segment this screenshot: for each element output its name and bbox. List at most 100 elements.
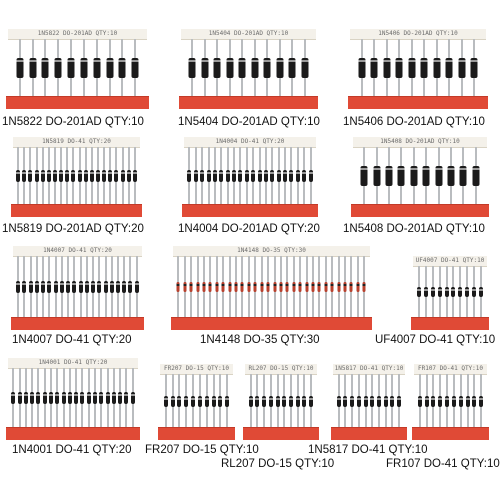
diode: [255, 374, 260, 428]
cathode-band: [433, 60, 441, 62]
cathode-band: [212, 172, 217, 174]
diode: [295, 147, 300, 205]
cathode-band: [67, 394, 72, 396]
diode-body: [211, 396, 216, 407]
diode: [52, 147, 57, 205]
diode-body: [445, 58, 453, 78]
cathode-band: [285, 284, 289, 286]
cathode-band: [201, 60, 209, 62]
diode: [72, 256, 77, 318]
cathode-band: [42, 394, 47, 396]
cathode-band: [111, 394, 116, 396]
diode-body: [244, 170, 249, 182]
diode: [212, 147, 217, 205]
cathode-band: [211, 398, 216, 400]
cathode-band: [191, 398, 196, 400]
diode-body: [187, 170, 192, 182]
diode-body: [255, 396, 260, 407]
diode-body: [311, 282, 315, 292]
cathode-band: [61, 394, 66, 396]
cathode-band: [373, 168, 381, 170]
cathode-band: [48, 394, 53, 396]
diode-body: [305, 282, 309, 292]
item-label: 1N4007 DO-41 QTY:20: [12, 334, 132, 346]
cathode-band: [218, 398, 223, 400]
cathode-band: [423, 289, 428, 291]
cathode-band: [131, 60, 139, 62]
diode: [377, 374, 382, 428]
diode-body: [176, 282, 180, 292]
diode: [200, 147, 205, 205]
cathode-band: [93, 60, 101, 62]
cathode-band: [445, 60, 453, 62]
diode: [247, 256, 251, 318]
diode-body: [52, 170, 57, 182]
diode-body: [358, 58, 366, 78]
diode-body: [120, 170, 125, 182]
tape-label: FR107 DO-41 QTY:10: [414, 364, 487, 375]
diode-body: [362, 282, 366, 292]
cathode-band: [65, 172, 70, 174]
diode-body: [93, 58, 101, 78]
diode-body: [191, 396, 196, 407]
cathode-band: [282, 398, 287, 400]
diode-body: [336, 396, 341, 407]
diode-body: [276, 170, 281, 182]
diode: [134, 256, 139, 318]
diode: [240, 256, 244, 318]
diode: [417, 374, 422, 428]
cathode-band: [83, 172, 88, 174]
diode: [103, 256, 108, 318]
diode: [349, 256, 353, 318]
diode-body: [225, 396, 230, 407]
diode-body: [74, 392, 79, 404]
diode: [71, 147, 76, 205]
diode-body: [377, 396, 382, 407]
diode-body: [61, 392, 66, 404]
cathode-band: [465, 398, 470, 400]
diode: [232, 147, 236, 205]
cathode-band: [370, 398, 375, 400]
diode-body: [232, 170, 236, 182]
diode: [350, 374, 355, 428]
diode-body: [108, 170, 113, 182]
diode-body: [248, 396, 253, 407]
diode-body: [97, 281, 102, 293]
diode-body: [42, 392, 47, 404]
diode-body: [422, 166, 430, 186]
cathode-band: [118, 394, 123, 396]
diode-body: [111, 392, 116, 404]
tape-label: 1N4007 DO-41 QTY:20: [13, 246, 142, 257]
diode-body: [84, 281, 89, 293]
diode-strip-1n5817: 1N5817 DO-41 QTY:10: [331, 364, 407, 440]
diode-body: [370, 396, 375, 407]
diode: [80, 39, 88, 97]
diode: [55, 368, 60, 428]
diode: [283, 147, 287, 205]
cathode-band: [47, 283, 52, 285]
diode-body: [266, 282, 270, 292]
diode: [438, 374, 443, 428]
diode: [422, 147, 430, 205]
diode-body: [317, 282, 321, 292]
cathode-band: [288, 60, 296, 62]
cathode-band: [225, 398, 230, 400]
diode: [251, 147, 256, 205]
diode-body: [16, 58, 24, 78]
diode: [40, 147, 45, 205]
diode-body: [118, 392, 123, 404]
diode: [196, 256, 200, 318]
diode: [16, 147, 21, 205]
diode-body: [193, 170, 198, 182]
diode: [289, 147, 294, 205]
diode-body: [234, 282, 238, 292]
cathode-band: [283, 172, 287, 174]
cathode-band: [40, 172, 45, 174]
diode: [288, 39, 296, 97]
cathode-band: [479, 289, 484, 291]
cathode-band: [305, 284, 309, 286]
diode-body: [417, 396, 422, 407]
red-tape: [331, 427, 407, 440]
cathode-band: [330, 284, 334, 286]
cathode-band: [308, 172, 313, 174]
